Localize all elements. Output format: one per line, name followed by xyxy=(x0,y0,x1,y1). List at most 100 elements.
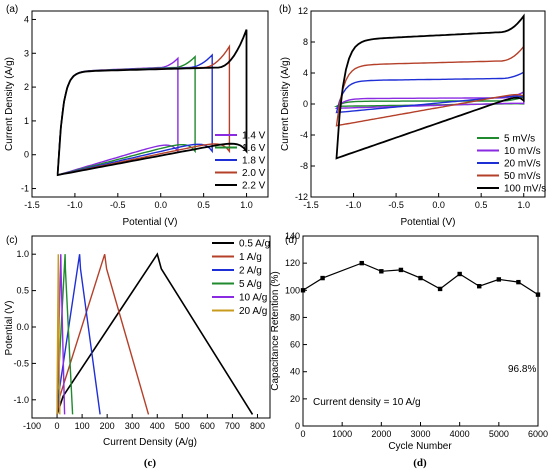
panel-d-retention-point xyxy=(418,275,423,281)
panel-b-xtick-label: 0.0 xyxy=(432,200,445,210)
panel-b-ytick-label: -4 xyxy=(300,130,308,140)
panel-d-xtick-label: 5000 xyxy=(489,429,509,439)
panel-c-letter: (c) xyxy=(6,235,18,246)
panel-c-gcd-curve xyxy=(56,252,254,415)
panel-b-cv-curve xyxy=(335,44,525,127)
panel-a-ytick-label: 0 xyxy=(24,150,29,160)
panel-c-ytick-label: -1.0 xyxy=(13,395,29,405)
panel-c-xtick-label: 600 xyxy=(200,421,215,431)
panel-d-retention-point xyxy=(457,271,462,277)
panel-d-ytick-label: 20 xyxy=(290,394,300,404)
panel-b-ylabel: Current Density (A/g) xyxy=(280,57,291,151)
panel-d-ytick-label: 40 xyxy=(290,367,300,377)
panel-c-legend-label: 0.5 A/g xyxy=(239,239,270,250)
panel-d-caption: (d) xyxy=(413,457,427,469)
panel-c-xtick-label: -100 xyxy=(23,421,41,431)
panel-b-ticks: -1.5 -1.0 -0.5 0.0 0.5 1.0 -12 -8 -4 0 4 8 12 xyxy=(295,6,530,210)
panel-d-ytick-label: 100 xyxy=(285,285,300,295)
panel-a-ytick-label: 3 xyxy=(24,48,29,58)
panel-b-legend-label: 50 mV/s xyxy=(504,171,541,182)
panel-c-ytick-label: -0.5 xyxy=(13,358,29,368)
panel-a-cv-curve xyxy=(57,55,196,176)
panel-b-xtick-label: -0.5 xyxy=(388,200,404,210)
panel-d-ytick-label: 140 xyxy=(285,231,300,241)
panel-a-ytick-label: 4 xyxy=(24,14,29,24)
panel-c-xlabel: Current Density (A/g) xyxy=(103,437,197,448)
panel-d: (d) Cycle Number Capacitance Retention (… xyxy=(270,235,539,469)
panel-c-gcd-curve xyxy=(56,254,61,415)
panel-b-cv-curve xyxy=(335,13,525,160)
panel-a-legend: 1.4 V1.6 V 1.8 V2.0 V 2.2 V xyxy=(215,131,266,192)
panel-a-xtick-label: -1.0 xyxy=(67,200,83,210)
panel-b-xtick-label: 0.5 xyxy=(475,200,488,210)
panel-a-ytick-label: -1 xyxy=(21,184,29,194)
panel-d-retention-point xyxy=(300,288,306,293)
panel-d-retention-point xyxy=(535,292,541,297)
panel-c-xtick-label: 800 xyxy=(250,421,265,431)
panel-a-xlabel: Potential (V) xyxy=(122,217,177,228)
panel-b-ytick-label: -12 xyxy=(295,192,308,202)
panel-b-ytick-label: 4 xyxy=(303,68,308,78)
panel-a-legend-label: 1.8 V xyxy=(242,156,266,167)
panel-a-cv-curve xyxy=(57,56,179,176)
panel-d-ytick-label: 60 xyxy=(290,340,300,350)
panel-c-legend-label: 2 A/g xyxy=(239,266,262,277)
panel-b-ytick-label: 0 xyxy=(303,99,308,109)
panel-b-xtick-label: -1.5 xyxy=(303,200,319,210)
panel-a-xtick-label: -0.5 xyxy=(110,200,126,210)
panel-d-retention-point xyxy=(398,267,404,273)
panel-c-series xyxy=(56,252,254,415)
panel-d-ticks: 0 1000 2000 3000 4000 5000 6000 0 20 40 60 80 100 120… xyxy=(285,231,548,439)
panel-b-legend-label: 100 mV/s xyxy=(504,184,546,195)
panel-d-retention-point xyxy=(320,275,325,281)
panel-c-legend-label: 1 A/g xyxy=(239,252,262,263)
panel-b-letter: (b) xyxy=(279,4,291,15)
panel-d-xtick-label: 2000 xyxy=(371,429,391,439)
panel-c-caption: (c) xyxy=(144,457,157,469)
panel-d-retention-point xyxy=(379,269,384,274)
panel-d-letter: (d) xyxy=(285,235,297,246)
panel-d-ytick-label: 120 xyxy=(285,258,300,268)
panel-c-legend-label: 10 A/g xyxy=(239,293,267,304)
panel-b-ytick-label: -8 xyxy=(300,161,308,171)
panel-b-ytick-label: 8 xyxy=(303,37,308,47)
panel-a-series xyxy=(56,29,248,177)
panel-a-ytick-label: 2 xyxy=(24,82,29,92)
panel-a-ticks: -1.5 -1.0 -0.5 0.0 0.5 1.0 -1 0 1 2 3 4 xyxy=(21,14,253,210)
panel-d-series xyxy=(300,260,541,297)
panel-d-xtick-label: 0 xyxy=(300,429,305,439)
panel-c-xtick-label: 100 xyxy=(75,421,90,431)
panel-c-xtick-label: 500 xyxy=(175,421,190,431)
panel-c-xtick-label: 200 xyxy=(100,421,115,431)
panel-c-gcd-curve xyxy=(56,253,150,415)
panel-c-xtick-label: 700 xyxy=(225,421,240,431)
panel-b-xtick-label: -1.0 xyxy=(346,200,362,210)
panel-a: (a) Potential (V) Current Density (A/g) xyxy=(4,4,269,228)
panel-a-xtick-label: 0.0 xyxy=(154,200,167,210)
panel-b-xtick-label: 1.0 xyxy=(517,200,530,210)
panel-b-legend: 5 mV/s10 mV/s 20 mV/s50 mV/s 100 mV/s xyxy=(477,134,546,195)
panel-a-legend-label: 1.4 V xyxy=(242,131,266,142)
panel-c-legend-label: 5 A/g xyxy=(239,279,262,290)
panel-d-note: Current density = 10 A/g xyxy=(313,397,421,408)
panel-a-xtick-label: -1.5 xyxy=(24,200,40,210)
panel-d-retention-line xyxy=(302,262,539,296)
panel-c-ticks: -100 0 100 200 300 400 500 600 700 800 -1.0 -0.5 0.0… xyxy=(13,249,265,431)
panel-a-ylabel: Current Density (A/g) xyxy=(4,57,15,151)
panel-d-xtick-label: 1000 xyxy=(332,429,352,439)
panel-c-xtick-label: 400 xyxy=(150,421,165,431)
panel-c-legend-label: 20 A/g xyxy=(239,306,267,317)
panel-a-legend-label: 2.0 V xyxy=(242,168,266,179)
panel-d-retention-point xyxy=(496,277,502,282)
panel-a-xtick-label: 0.5 xyxy=(197,200,210,210)
panel-d-retention-point xyxy=(437,286,443,292)
panel-c-xtick-label: 300 xyxy=(125,421,140,431)
panel-d-retention-point xyxy=(477,284,482,289)
panel-b-ytick-label: 12 xyxy=(298,6,308,16)
panel-a-frame xyxy=(31,10,269,198)
panel-a-letter: (a) xyxy=(6,4,18,15)
panel-b-legend-label: 5 mV/s xyxy=(504,134,535,145)
panel-c-ytick-label: 0.0 xyxy=(16,322,29,332)
panel-d-retention-point xyxy=(359,260,364,266)
